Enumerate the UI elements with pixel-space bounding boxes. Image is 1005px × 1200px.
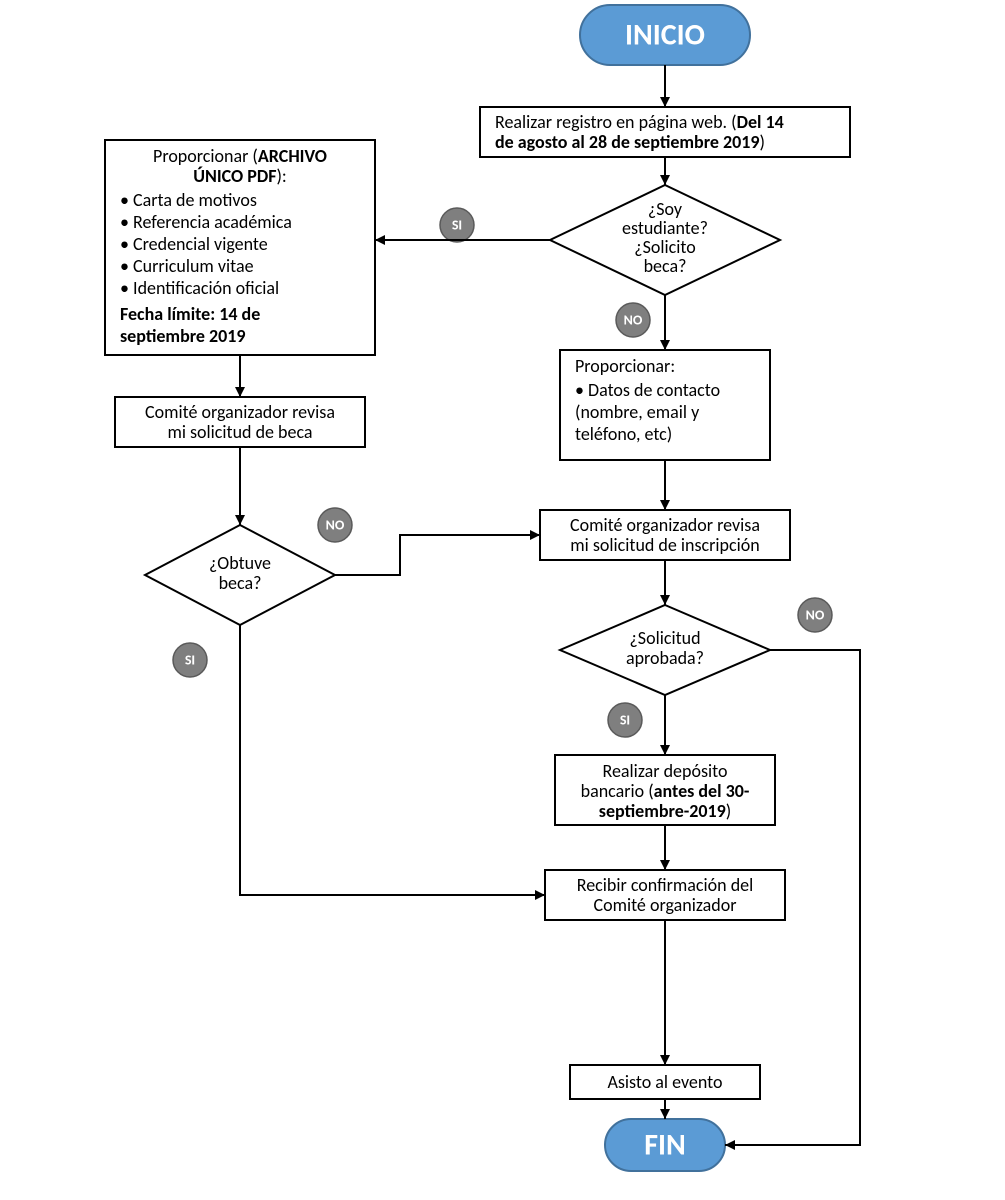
svg-text:aprobada?: aprobada? — [626, 647, 704, 669]
svg-text:Proporcionar:: Proporcionar: — [575, 355, 675, 377]
svg-text:Comité organizador revisa: Comité organizador revisa — [145, 401, 335, 423]
svg-text:• Credencial vigente: • Credencial vigente — [120, 233, 268, 255]
flowchart: INICIO FIN Realizar registro en página web… — [0, 0, 1005, 1200]
register-line2: de agosto al 28 de septiembre 2019) — [495, 131, 765, 153]
svg-text:NO: NO — [624, 311, 643, 328]
svg-text:beca?: beca? — [219, 572, 262, 594]
terminal-end-label: FIN — [644, 1126, 686, 1163]
svg-text:septiembre 2019: septiembre 2019 — [120, 325, 246, 347]
svg-text:bancario (antes del 30-: bancario (antes del 30- — [581, 780, 750, 802]
svg-text:• Identificación oficial: • Identificación oficial — [120, 277, 279, 299]
svg-text:Comité organizador: Comité organizador — [594, 894, 737, 916]
svg-text:(nombre, email y: (nombre, email y — [575, 401, 700, 423]
svg-text:mi solicitud de beca: mi solicitud de beca — [167, 421, 312, 443]
svg-text:• Curriculum vitae: • Curriculum vitae — [120, 255, 254, 277]
svg-text:Asisto al evento: Asisto al evento — [607, 1071, 722, 1093]
svg-text:SI: SI — [620, 711, 630, 728]
svg-text:Comité organizador revisa: Comité organizador revisa — [570, 514, 760, 536]
svg-text:• Datos de contacto: • Datos de contacto — [575, 379, 720, 401]
svg-text:NO: NO — [806, 606, 825, 623]
svg-text:Recibir confirmación del: Recibir confirmación del — [577, 874, 754, 896]
svg-text:¿Obtuve: ¿Obtuve — [209, 552, 271, 574]
terminal-start-label: INICIO — [625, 16, 705, 53]
svg-text:Proporcionar (ARCHIVO: Proporcionar (ARCHIVO — [153, 145, 327, 167]
svg-text:Fecha límite: 14 de: Fecha límite: 14 de — [120, 303, 260, 325]
svg-text:beca?: beca? — [644, 255, 687, 277]
svg-text:Realizar depósito: Realizar depósito — [603, 760, 728, 782]
svg-text:SI: SI — [185, 651, 195, 668]
svg-text:septiembre-2019): septiembre-2019) — [599, 800, 731, 822]
svg-text:¿Solicitud: ¿Solicitud — [629, 627, 700, 649]
svg-text:teléfono, etc): teléfono, etc) — [575, 423, 672, 445]
svg-text:• Referencia académica: • Referencia académica — [120, 211, 292, 233]
svg-text:NO: NO — [326, 516, 345, 533]
svg-text:mi solicitud de inscripción: mi solicitud de inscripción — [570, 534, 759, 556]
register-line1: Realizar registro en página web. (Del 14 — [495, 111, 784, 133]
svg-text:• Carta de motivos: • Carta de motivos — [120, 189, 257, 211]
svg-text:ÚNICO PDF):: ÚNICO PDF): — [193, 165, 287, 187]
svg-text:SI: SI — [452, 216, 462, 233]
